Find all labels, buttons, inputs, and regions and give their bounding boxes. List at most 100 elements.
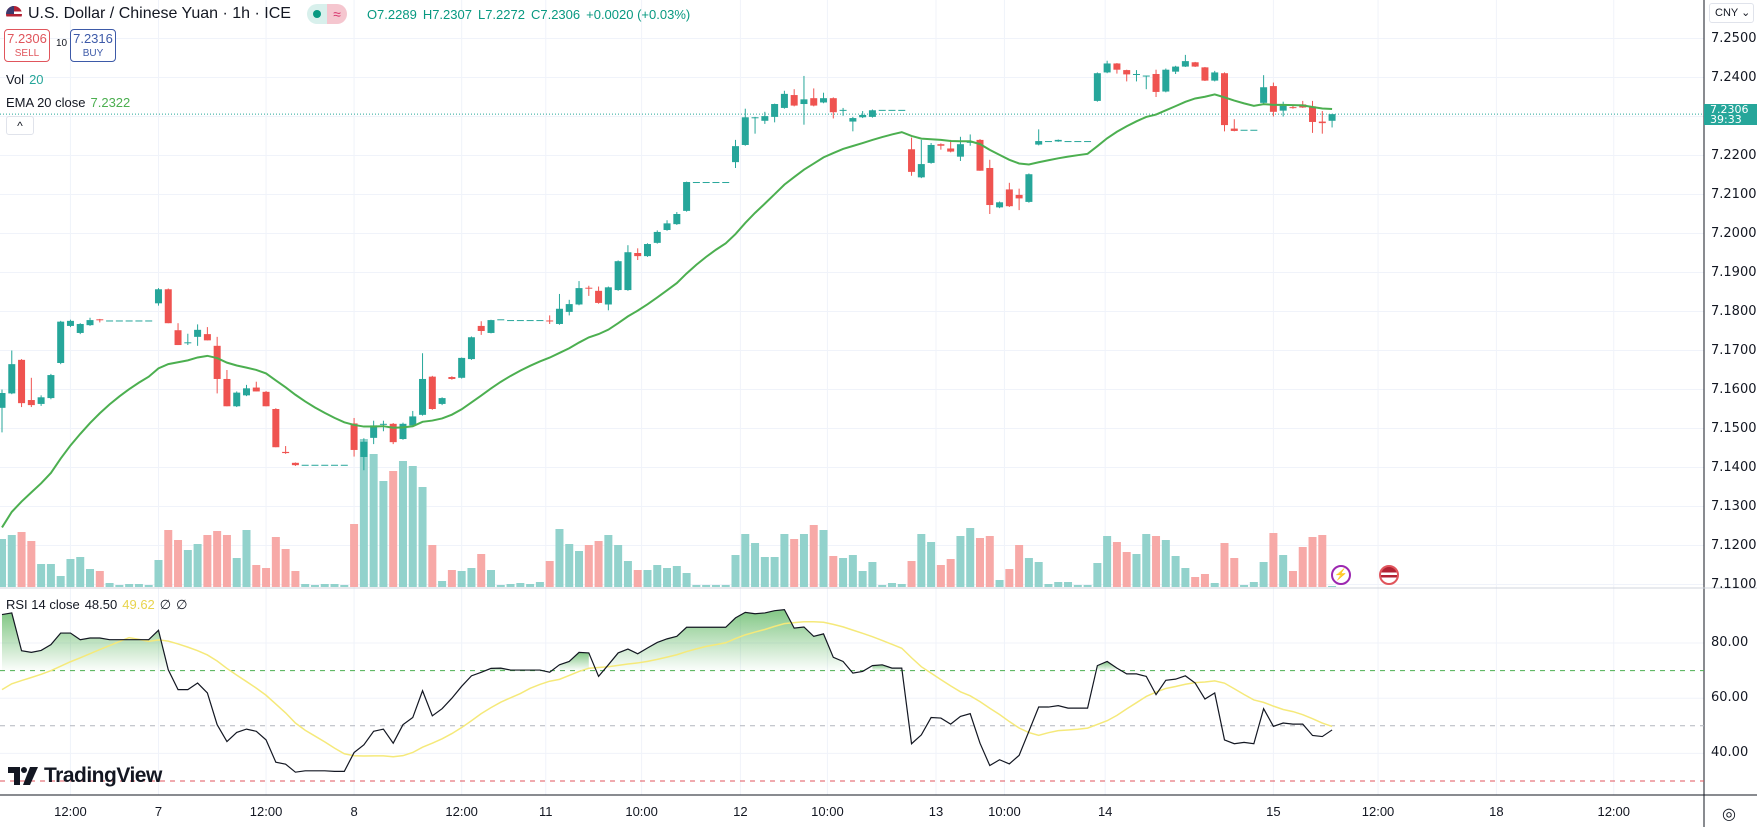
volume-bar: [623, 561, 632, 587]
volume-bar: [555, 529, 564, 587]
us-event-flag-icon[interactable]: [1379, 565, 1399, 585]
candle-body: [937, 144, 945, 146]
volume-bar: [672, 566, 681, 587]
volume-bar: [1073, 585, 1082, 587]
volume-legend[interactable]: Vol 20: [6, 72, 44, 87]
candle-body: [487, 320, 495, 333]
tradingview-logo[interactable]: TradingView: [8, 764, 162, 788]
candle-body: [986, 167, 994, 206]
volume-bar: [1112, 542, 1121, 587]
candle-body: [526, 320, 534, 322]
volume-bar: [614, 545, 623, 587]
candle-body: [888, 109, 896, 111]
volume-bar: [995, 580, 1004, 587]
buy-price: 7.2316: [73, 31, 113, 46]
candle-body: [282, 451, 290, 454]
ohlc-readout: O7.2289 H7.2307 L7.2272 C7.2306 +0.0020 …: [367, 7, 690, 22]
volume-bar: [858, 571, 867, 587]
candle-body: [477, 325, 485, 331]
volume-bar: [545, 561, 554, 587]
symbol-title[interactable]: U.S. Dollar / Chinese Yuan · 1h · ICE: [28, 5, 291, 22]
buy-button[interactable]: 7.2316 BUY: [70, 29, 116, 62]
currency-dropdown[interactable]: CNY ⌄: [1709, 3, 1754, 23]
candle-body: [1132, 73, 1140, 75]
volume-bar: [369, 454, 378, 587]
ema-label: EMA 20 close: [6, 95, 86, 110]
current-price-tag: 7.2306 39:33: [1704, 104, 1757, 125]
market-status[interactable]: ≈: [306, 4, 347, 24]
candle-body: [859, 114, 867, 118]
candle-body: [1279, 105, 1287, 111]
candle-body: [1269, 86, 1277, 112]
volume-bar: [663, 568, 672, 587]
volume-bar: [897, 584, 906, 587]
volume-bar: [692, 585, 701, 587]
volume-bar: [1181, 568, 1190, 587]
ema-legend[interactable]: EMA 20 close 7.2322: [6, 95, 130, 110]
sell-price: 7.2306: [7, 31, 47, 46]
candle-body: [1318, 121, 1326, 124]
volume-bar: [1152, 536, 1161, 587]
candle-body: [996, 202, 1004, 208]
time-label: 13: [928, 804, 944, 819]
sell-button[interactable]: 7.2306 SELL: [4, 29, 50, 62]
volume-bar: [1210, 583, 1219, 587]
candle-body: [213, 345, 221, 379]
volume-bar: [1122, 552, 1131, 587]
candle-body: [839, 109, 847, 111]
volume-bar: [584, 545, 593, 587]
candle-body: [1230, 128, 1238, 131]
ema-line: [1, 93, 1333, 528]
volume-bar: [1249, 582, 1258, 587]
volume-bar: [418, 487, 427, 587]
candle-body: [643, 244, 651, 257]
candle-body: [47, 375, 55, 399]
candle-body: [1093, 73, 1101, 101]
candle-body: [1309, 106, 1317, 122]
volume-bar: [966, 528, 975, 587]
candle-body: [370, 425, 378, 438]
volume-bar: [780, 534, 789, 587]
volume-bar: [203, 535, 212, 587]
high-value: H7.2307: [422, 6, 472, 22]
candle-body: [18, 359, 26, 404]
volume-bar: [907, 561, 916, 587]
volume-bar: [721, 585, 730, 587]
sell-label: SELL: [14, 48, 40, 59]
candle-body: [1260, 87, 1268, 103]
auto-scale-eye-icon[interactable]: ◎: [1722, 806, 1736, 823]
price-label: 7.1600: [1711, 381, 1757, 397]
collapse-legend-button[interactable]: ^: [6, 116, 34, 135]
lightning-icon[interactable]: ⚡: [1331, 565, 1351, 585]
volume-bar: [252, 565, 261, 587]
volume-bar: [408, 466, 417, 587]
candle-body: [1142, 75, 1150, 77]
volume-bar: [66, 559, 75, 587]
price-label: 7.2200: [1711, 147, 1757, 163]
volume-bar: [868, 562, 877, 587]
volume-bar: [760, 557, 769, 587]
volume-bar: [731, 555, 740, 587]
candle-body: [154, 289, 162, 304]
candle-body: [1240, 129, 1248, 131]
volume-bar: [809, 525, 818, 587]
candle-body: [1044, 141, 1052, 143]
time-label: 11: [539, 804, 553, 819]
volume-bar: [379, 481, 388, 587]
candle-body: [1103, 63, 1111, 73]
volume-bar: [242, 530, 251, 587]
volume-bar: [1103, 536, 1112, 587]
bar-countdown: 39:33: [1710, 113, 1742, 126]
rsi-legend[interactable]: RSI 14 close 48.50 49.62 ∅ ∅: [6, 597, 187, 613]
volume-bar: [359, 439, 368, 587]
candle-body: [252, 387, 260, 392]
volume-bar: [1083, 585, 1092, 587]
price-label: 7.1200: [1711, 537, 1757, 553]
change-value: +0.0020 (+0.03%): [586, 6, 691, 22]
candle-body: [908, 149, 916, 172]
candle-body: [262, 391, 270, 407]
candle-body: [1191, 62, 1199, 67]
volume-bar: [301, 584, 310, 587]
low-value: L7.2272: [477, 6, 525, 22]
